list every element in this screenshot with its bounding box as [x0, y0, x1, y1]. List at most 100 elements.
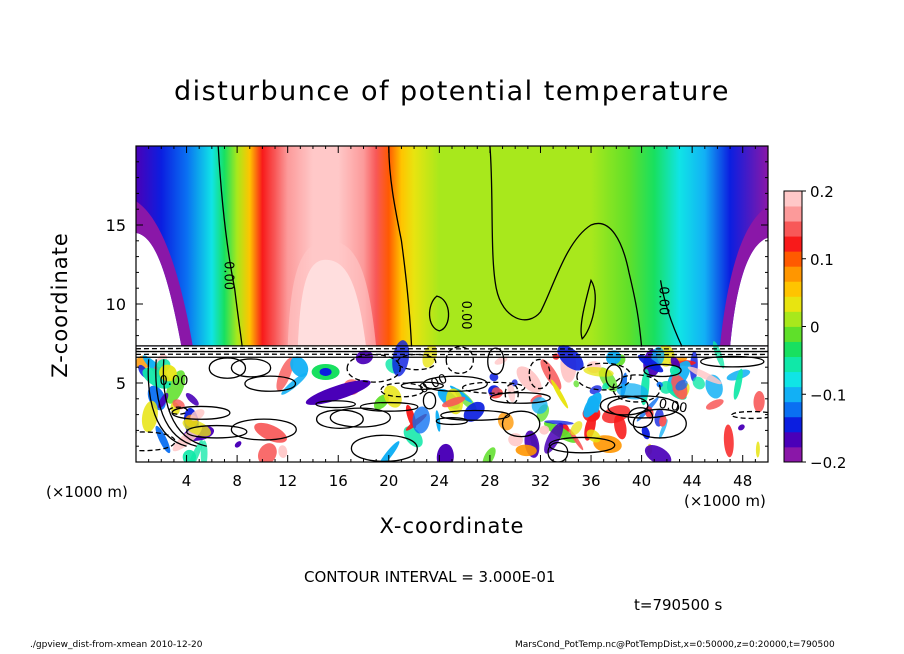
lower-cold-streak [305, 380, 371, 405]
x-tick-label: 32 [531, 472, 550, 490]
contour-zero-right-core [388, 146, 413, 347]
lower-contour [504, 383, 519, 405]
lower-contour [435, 417, 468, 426]
lower-blob [656, 381, 663, 388]
lower-blob [644, 445, 672, 462]
lower-contour [244, 375, 297, 392]
x-unit-left: (×1000 m) [46, 483, 128, 501]
chart-title: disturbunce of potential temperature [174, 76, 730, 107]
lower-contour [605, 364, 623, 389]
upper-layer-field [136, 146, 768, 347]
lower-contour [397, 353, 437, 371]
lower-blob [540, 359, 562, 390]
lower-contour [612, 374, 661, 403]
contour-zero-mid [489, 146, 643, 347]
x-tick-label: 4 [182, 472, 192, 490]
lower-blob [687, 366, 722, 385]
lower-blob [172, 399, 185, 410]
lower-contour [186, 424, 248, 439]
lower-blob [511, 379, 518, 387]
lower-contour [380, 382, 425, 398]
lower-blob [515, 444, 537, 457]
lower-blob [712, 341, 725, 369]
lower-contour [230, 358, 272, 378]
lower-blob [570, 421, 583, 436]
lower-contour [627, 407, 654, 429]
x-tick-label: 16 [329, 472, 348, 490]
y-axis: 5 10 15 [106, 161, 768, 447]
lower-blob [669, 365, 680, 377]
lower-contour [422, 391, 437, 410]
lower-blob [614, 414, 627, 440]
lower-contour [548, 436, 616, 454]
lower-blob [436, 443, 454, 462]
lower-contour [445, 346, 474, 375]
lower-blob [276, 357, 294, 391]
colorbar-cell [784, 266, 802, 282]
lower-blob [692, 376, 705, 390]
x-tick-label: 12 [278, 472, 297, 490]
lower-blob [539, 425, 550, 435]
lower-contour [315, 409, 364, 429]
colorbar-cell [784, 206, 802, 222]
colorbar-cell [784, 296, 802, 312]
x-tick-label: 48 [733, 472, 752, 490]
contour-label: 0.00 [657, 397, 688, 417]
lower-contour [350, 434, 418, 462]
lower-blob [738, 424, 745, 431]
y-tick-label: 5 [116, 374, 126, 393]
lower-contour [230, 418, 297, 441]
lower-blob [586, 429, 601, 443]
lower-blob [544, 420, 574, 425]
cold-band-right [719, 206, 768, 347]
plot-area [136, 146, 768, 462]
lower-contour [576, 362, 632, 391]
lower-blob [733, 368, 743, 400]
lower-blob [497, 412, 514, 431]
lower-blob [592, 412, 600, 420]
lower-contour [487, 347, 505, 375]
lower-blob [165, 370, 186, 404]
lower-left-contour [162, 359, 207, 447]
contour-lines [136, 146, 768, 462]
lower-contour [346, 353, 401, 383]
x-tick-label: 28 [480, 472, 499, 490]
colorbar-cell [784, 191, 802, 207]
colorbar: 0.2 0.1 0 −0.1 −0.2 [783, 183, 846, 472]
lower-blob [705, 399, 724, 410]
lower-blob [234, 441, 242, 448]
lower-left-contour [155, 359, 197, 447]
colorbar-cell [784, 446, 802, 463]
colorbar-cell [784, 236, 802, 252]
lower-blob [551, 379, 569, 409]
cold-band-left [136, 201, 193, 347]
contour-label: 0.00 [655, 286, 670, 315]
lower-blob [190, 409, 205, 421]
contour-zero-loop [580, 278, 596, 340]
lower-blob [489, 372, 499, 382]
lower-blob [753, 391, 765, 413]
lower-blob [637, 354, 664, 373]
colorbar-tick-label: 0 [810, 319, 820, 337]
lower-contour [440, 409, 510, 421]
colorbar-cell [784, 401, 802, 418]
lower-blob [755, 441, 760, 458]
colorbar-cell [784, 221, 802, 237]
lower-contour [643, 363, 682, 378]
x-axis: 4 8 12 16 20 24 28 32 36 40 44 48 [148, 146, 756, 490]
contour-label: 0.00 [458, 301, 473, 330]
colorbar-cell [784, 281, 802, 297]
lower-contour [607, 395, 680, 419]
lower-contour [489, 392, 551, 404]
lower-contour [528, 358, 551, 390]
lower-blob [516, 366, 542, 393]
lower-contour [731, 410, 768, 420]
lower-blob [200, 440, 208, 462]
y-tick-label: 15 [106, 216, 126, 235]
x-unit-right: (×1000 m) [684, 492, 766, 510]
lower-contour [400, 381, 444, 390]
colorbar-cell [784, 311, 802, 327]
y-axis-label: Z-coordinate [48, 232, 72, 378]
lower-blob [675, 379, 688, 391]
lower-contour [599, 395, 649, 416]
